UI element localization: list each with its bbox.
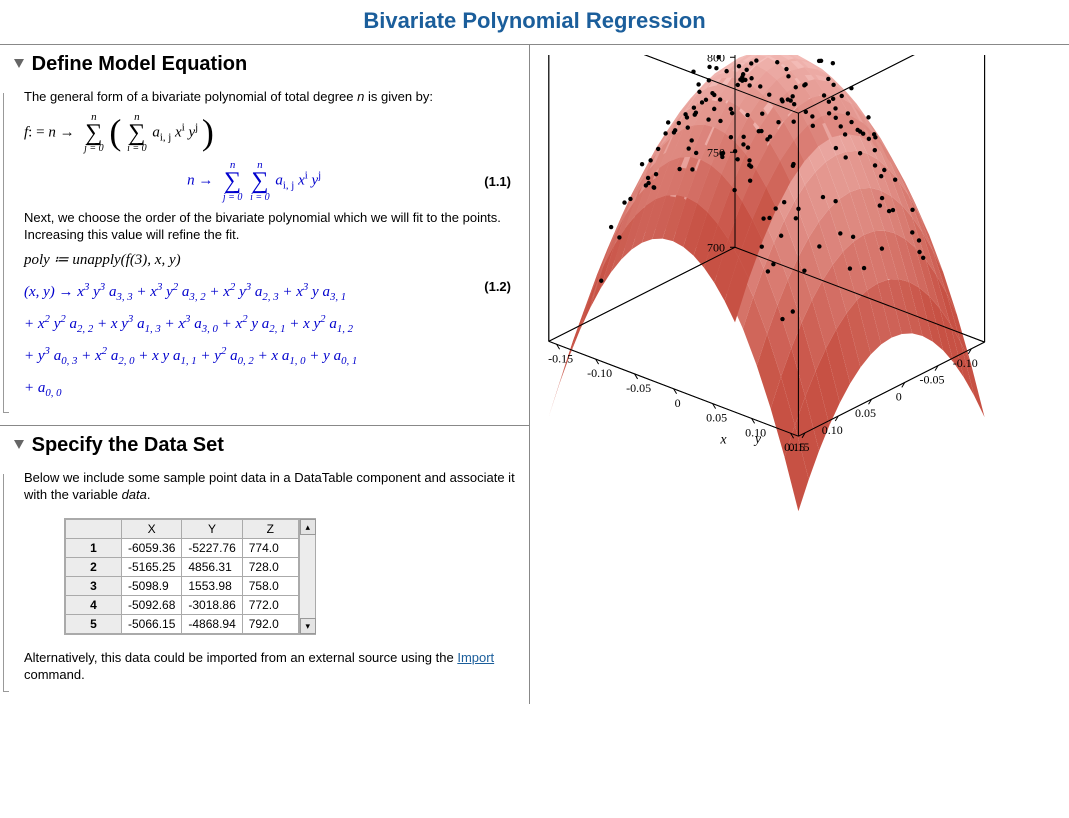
- table-scrollbar[interactable]: ▴ ▾: [299, 519, 315, 634]
- section-heading: Define Model Equation: [32, 53, 248, 75]
- table-row[interactable]: 1-6059.36-5227.76774.0: [66, 538, 299, 557]
- svg-text:0: 0: [896, 389, 902, 403]
- table-row[interactable]: 5-5066.15-4868.94792.0: [66, 614, 299, 633]
- svg-text:-0.15: -0.15: [548, 351, 573, 365]
- surface-plot-3d[interactable]: 7007508008500.150.100.050-0.05-0.10-0.15…: [540, 55, 1040, 575]
- chevron-down-icon[interactable]: [14, 59, 24, 68]
- table-cell[interactable]: -5092.68: [122, 595, 182, 614]
- equation-output-1-2: (x, y) → x3 y3 a3, 3 + x3 y2 a3, 2 + x2 …: [24, 275, 519, 405]
- equation-label: (1.2): [484, 279, 519, 294]
- svg-text:800: 800: [707, 55, 725, 64]
- table-row[interactable]: 3-5098.91553.98758.0: [66, 576, 299, 595]
- section-define-model: Define Model Equation The general form o…: [0, 45, 529, 426]
- chevron-down-icon[interactable]: [14, 440, 24, 449]
- scroll-down-icon[interactable]: ▾: [300, 618, 316, 634]
- para-choose-order: Next, we choose the order of the bivaria…: [24, 209, 519, 244]
- table-cell[interactable]: -5066.15: [122, 614, 182, 633]
- table-cell[interactable]: 792.0: [242, 614, 298, 633]
- table-cell[interactable]: 1553.98: [182, 576, 242, 595]
- svg-text:-0.10: -0.10: [587, 366, 612, 380]
- table-cell[interactable]: -4868.94: [182, 614, 242, 633]
- section-bracket: [3, 474, 9, 692]
- svg-text:0: 0: [675, 396, 681, 410]
- svg-text:0.15: 0.15: [789, 440, 810, 454]
- table-cell[interactable]: -5227.76: [182, 538, 242, 557]
- corner-cell: [66, 519, 122, 538]
- table-row[interactable]: 4-5092.68-3018.86772.0: [66, 595, 299, 614]
- row-number: 3: [66, 576, 122, 595]
- table-cell[interactable]: -6059.36: [122, 538, 182, 557]
- poly-assignment: poly ≔ unapply(f(3), x, y): [24, 250, 519, 269]
- scroll-up-icon[interactable]: ▴: [300, 519, 316, 535]
- svg-text:750: 750: [707, 145, 725, 159]
- row-number: 1: [66, 538, 122, 557]
- svg-text:0.05: 0.05: [706, 411, 727, 425]
- svg-text:-0.05: -0.05: [920, 373, 945, 387]
- table-cell[interactable]: -5098.9: [122, 576, 182, 595]
- table-cell[interactable]: 4856.31: [182, 557, 242, 576]
- main-layout: Define Model Equation The general form o…: [0, 44, 1069, 704]
- table-cell[interactable]: -5165.25: [122, 557, 182, 576]
- table-row[interactable]: 2-5165.254856.31728.0: [66, 557, 299, 576]
- left-column: Define Model Equation The general form o…: [0, 45, 530, 704]
- table-cell[interactable]: 758.0: [242, 576, 298, 595]
- column-header[interactable]: Y: [182, 519, 242, 538]
- surface: [549, 55, 985, 511]
- svg-text:0.05: 0.05: [855, 406, 876, 420]
- data-outro-text: Alternatively, this data could be import…: [24, 649, 519, 684]
- section-specify-data: Specify the Data Set Below we include so…: [0, 426, 529, 704]
- equation-f-definition: f: = n → n∑j = 0 ( n∑i = 0 ai, j xi yj ): [24, 112, 519, 155]
- section-bracket: [3, 93, 9, 413]
- svg-text:-0.05: -0.05: [626, 381, 651, 395]
- import-link[interactable]: Import: [457, 650, 494, 665]
- data-table[interactable]: XYZ 1-6059.36-5227.76774.02-5165.254856.…: [64, 518, 316, 635]
- page-title: Bivariate Polynomial Regression: [0, 0, 1069, 44]
- svg-text:700: 700: [707, 240, 725, 254]
- right-column: 7007508008500.150.100.050-0.05-0.10-0.15…: [530, 45, 1069, 704]
- table-cell[interactable]: 728.0: [242, 557, 298, 576]
- intro-text: The general form of a bivariate polynomi…: [24, 88, 519, 106]
- svg-text:y: y: [753, 432, 762, 447]
- row-number: 2: [66, 557, 122, 576]
- column-header[interactable]: Z: [242, 519, 298, 538]
- data-intro-text: Below we include some sample point data …: [24, 469, 519, 504]
- svg-text:0.10: 0.10: [822, 423, 843, 437]
- row-number: 5: [66, 614, 122, 633]
- equation-label: (1.1): [484, 174, 519, 189]
- table-cell[interactable]: -3018.86: [182, 595, 242, 614]
- equation-output-1-1: n → n∑j = 0 n∑i = 0 ai, j xi yj (1.1): [24, 160, 519, 203]
- section-heading: Specify the Data Set: [32, 434, 224, 456]
- table-cell[interactable]: 772.0: [242, 595, 298, 614]
- svg-text:x: x: [719, 433, 727, 448]
- row-number: 4: [66, 595, 122, 614]
- svg-text:-0.10: -0.10: [953, 356, 978, 370]
- column-header[interactable]: X: [122, 519, 182, 538]
- table-cell[interactable]: 774.0: [242, 538, 298, 557]
